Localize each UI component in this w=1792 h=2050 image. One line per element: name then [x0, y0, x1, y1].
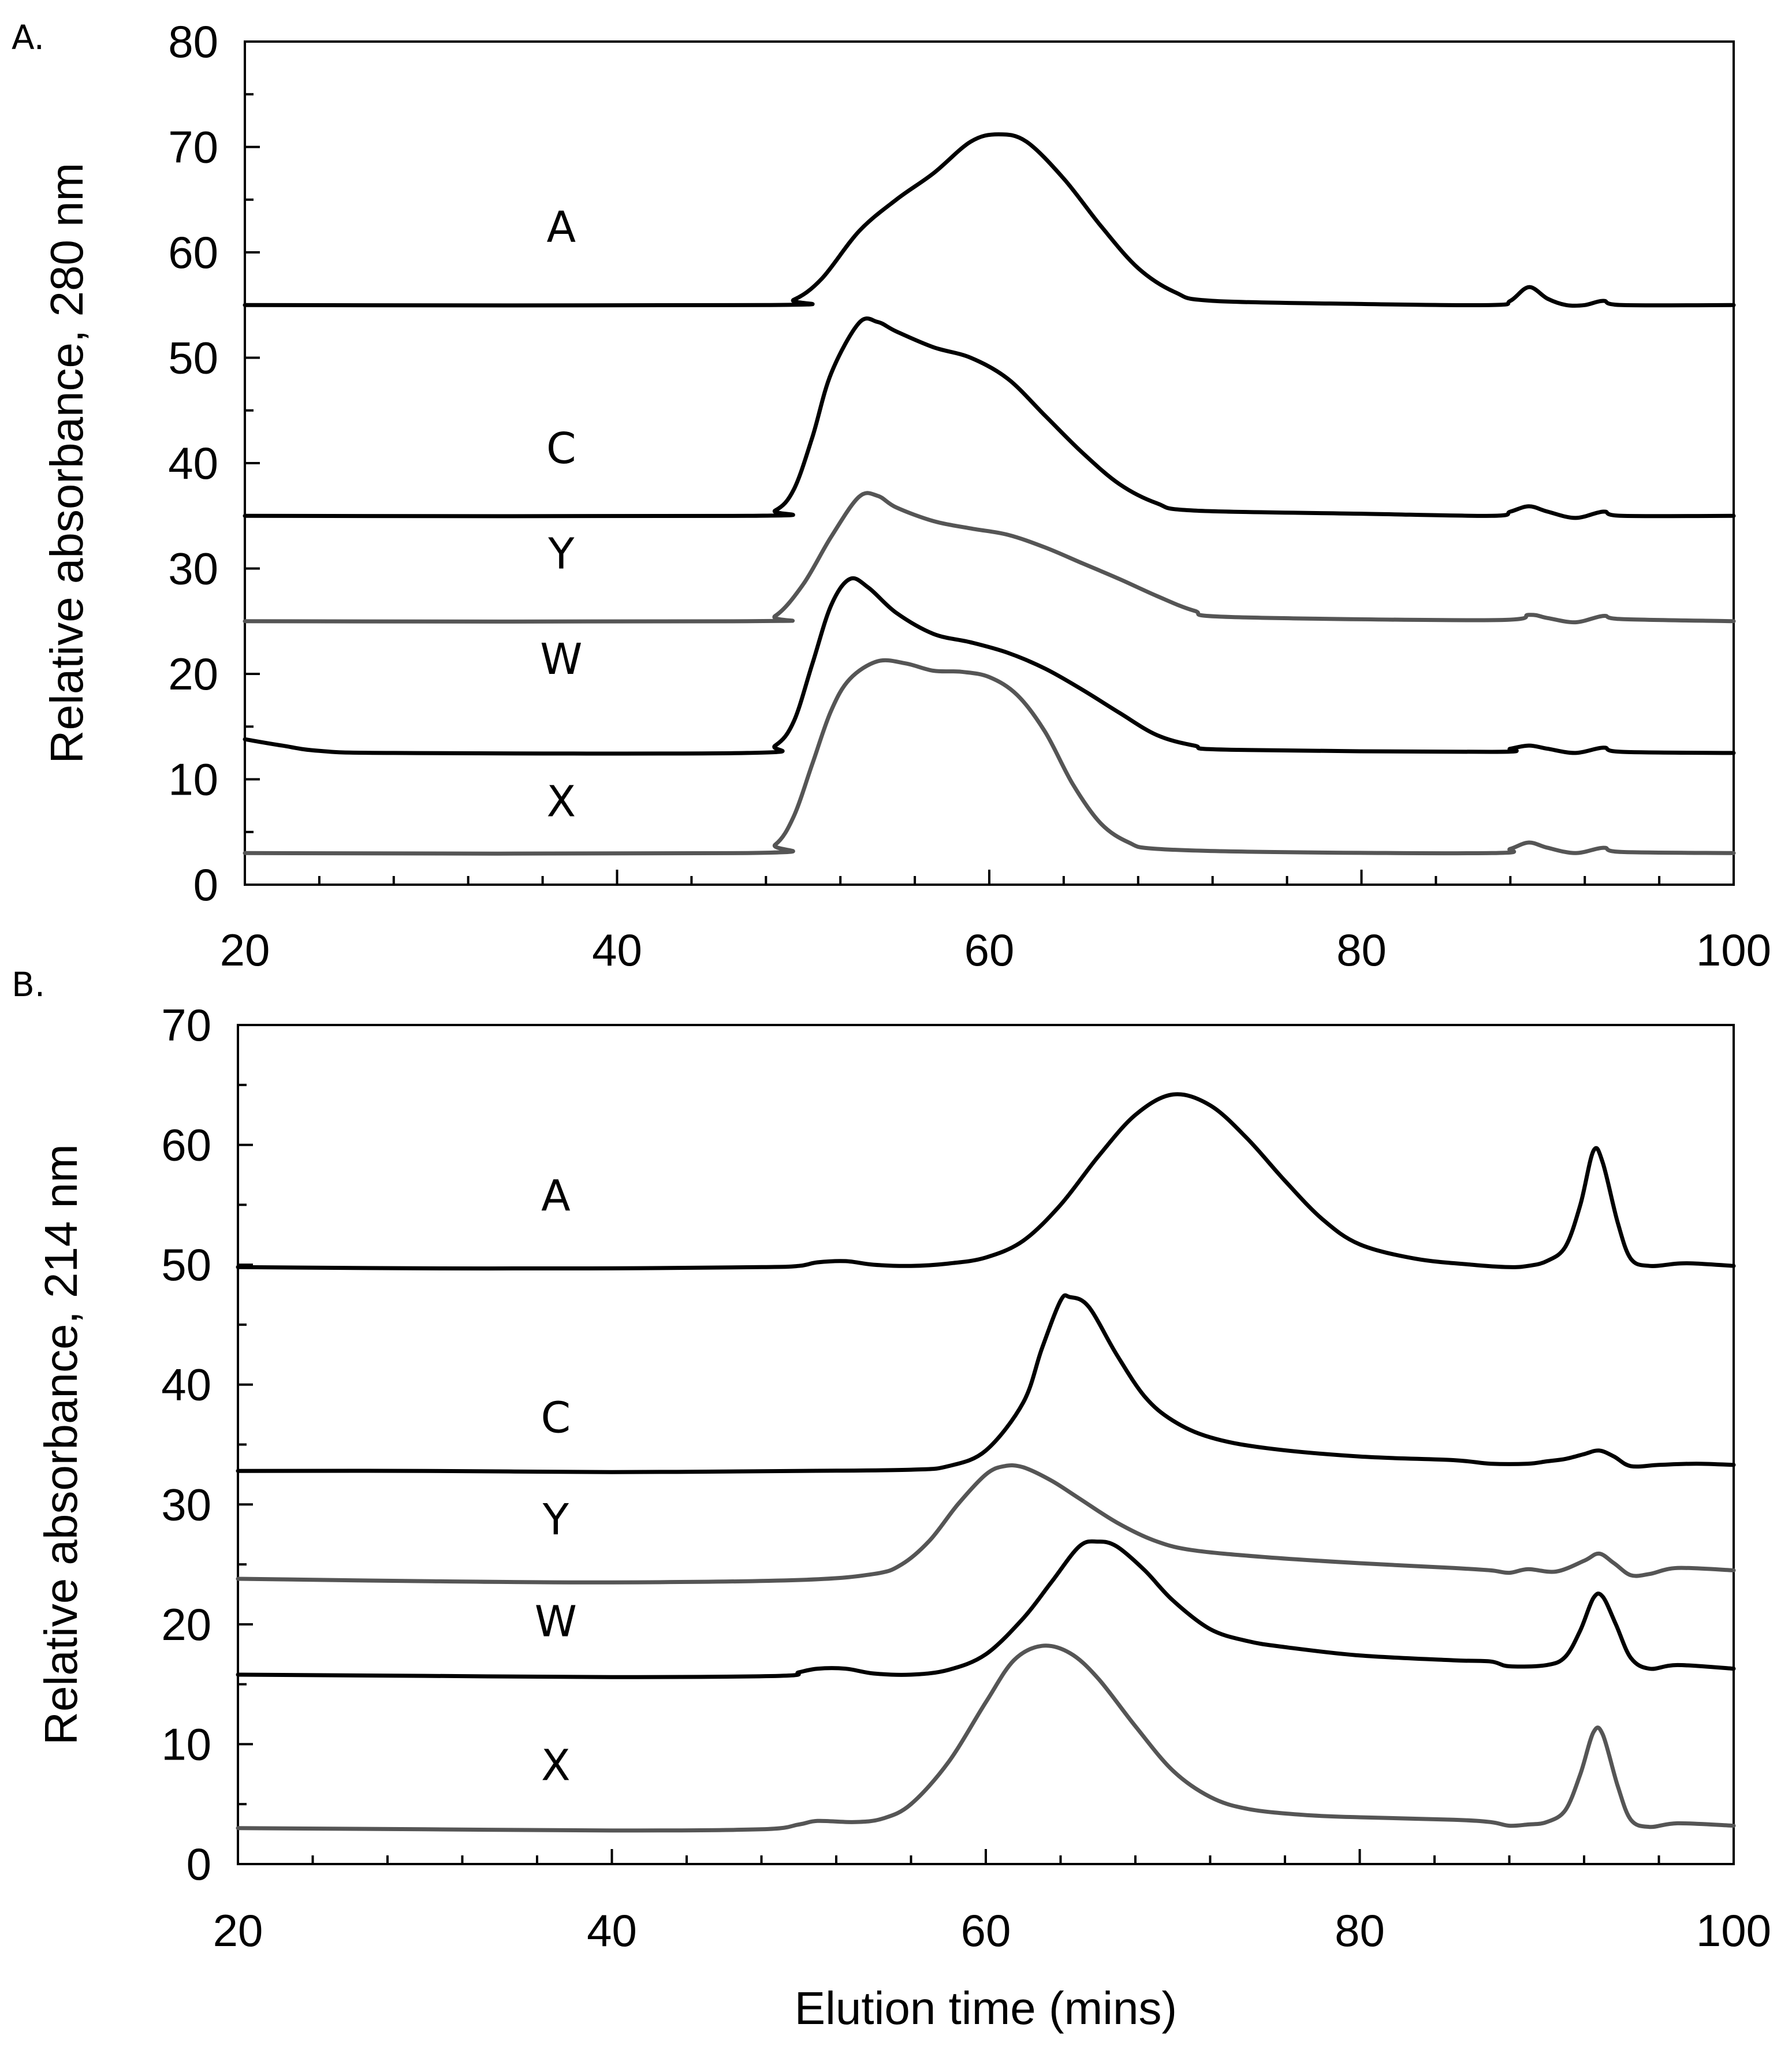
x-tick-label: 80: [1335, 1905, 1385, 1956]
x-tick-label: 100: [1696, 1905, 1771, 1956]
series-line-y: [236, 1463, 1736, 1585]
series-label-x: X: [541, 1741, 571, 1791]
series-label-a: A: [547, 203, 576, 252]
y-axis-title: Relative absorbance, 214 nm: [35, 1144, 87, 1745]
series-label-x: X: [546, 777, 576, 826]
y-tick-label: 30: [168, 543, 218, 594]
panel-a: A. 20 40 60 80 100 0 10 20 30 40 50 60 70 80 Relative a…: [12, 16, 1771, 975]
y-tick-label: 60: [168, 227, 218, 278]
plot-frame: [237, 1024, 1735, 1865]
y-tick-label: 50: [168, 333, 218, 383]
y-tick-label: 20: [168, 648, 218, 699]
y-tick-label: 20: [161, 1599, 211, 1650]
x-tick-label: 60: [961, 1905, 1011, 1956]
series-line-a: [236, 1092, 1736, 1271]
series-label-a: A: [541, 1172, 571, 1221]
series-label-y: Y: [542, 1495, 569, 1545]
series-line-c: [243, 316, 1736, 520]
y-tick-label: 40: [161, 1359, 211, 1410]
y-axis-title: Relative absorbance, 280 nm: [41, 163, 92, 764]
x-tick-label: 20: [220, 925, 270, 975]
x-tick-label: 40: [587, 1905, 637, 1956]
y-tick-label: 70: [161, 1000, 211, 1050]
y-tick-label: 60: [161, 1120, 211, 1171]
y-tick-label: 30: [161, 1479, 211, 1530]
y-tick-label: 50: [161, 1239, 211, 1290]
y-tick-label: 10: [168, 754, 218, 805]
panel-b: B. 20 40 60 80 100 0 10 20 30 40 50 60 70 Relative abs…: [12, 965, 1771, 2034]
x-tick-label: 80: [1336, 925, 1387, 975]
y-tick-label: 70: [168, 122, 218, 173]
series-label-y: Y: [547, 530, 575, 579]
series-label-c: C: [541, 1393, 571, 1443]
x-tick-label: 60: [964, 925, 1015, 975]
panel-label: A.: [12, 18, 44, 57]
plot-frame: [244, 40, 1735, 886]
y-tick-label: 10: [161, 1719, 211, 1769]
y-tick-label: 80: [168, 16, 218, 67]
y-tick-label: 40: [168, 438, 218, 489]
series-line-x: [243, 658, 1736, 856]
x-tick-label: 100: [1696, 925, 1771, 975]
x-axis-title: Elution time (mins): [795, 1982, 1177, 2034]
series-line-x: [236, 1643, 1736, 1833]
panel-label: B.: [12, 965, 45, 1004]
x-tick-label: 40: [592, 925, 642, 975]
series-line-a: [243, 132, 1736, 308]
series-line-w: [243, 576, 1736, 756]
series-line-w: [236, 1539, 1736, 1679]
series-line-c: [236, 1293, 1736, 1474]
series-line-y: [243, 491, 1736, 625]
x-tick-label: 20: [213, 1905, 263, 1956]
y-tick-label: 0: [187, 1839, 211, 1889]
series-label-w: W: [540, 635, 582, 684]
series-label-w: W: [535, 1597, 577, 1647]
series-label-c: C: [546, 424, 576, 474]
y-tick-label: 0: [193, 859, 218, 910]
